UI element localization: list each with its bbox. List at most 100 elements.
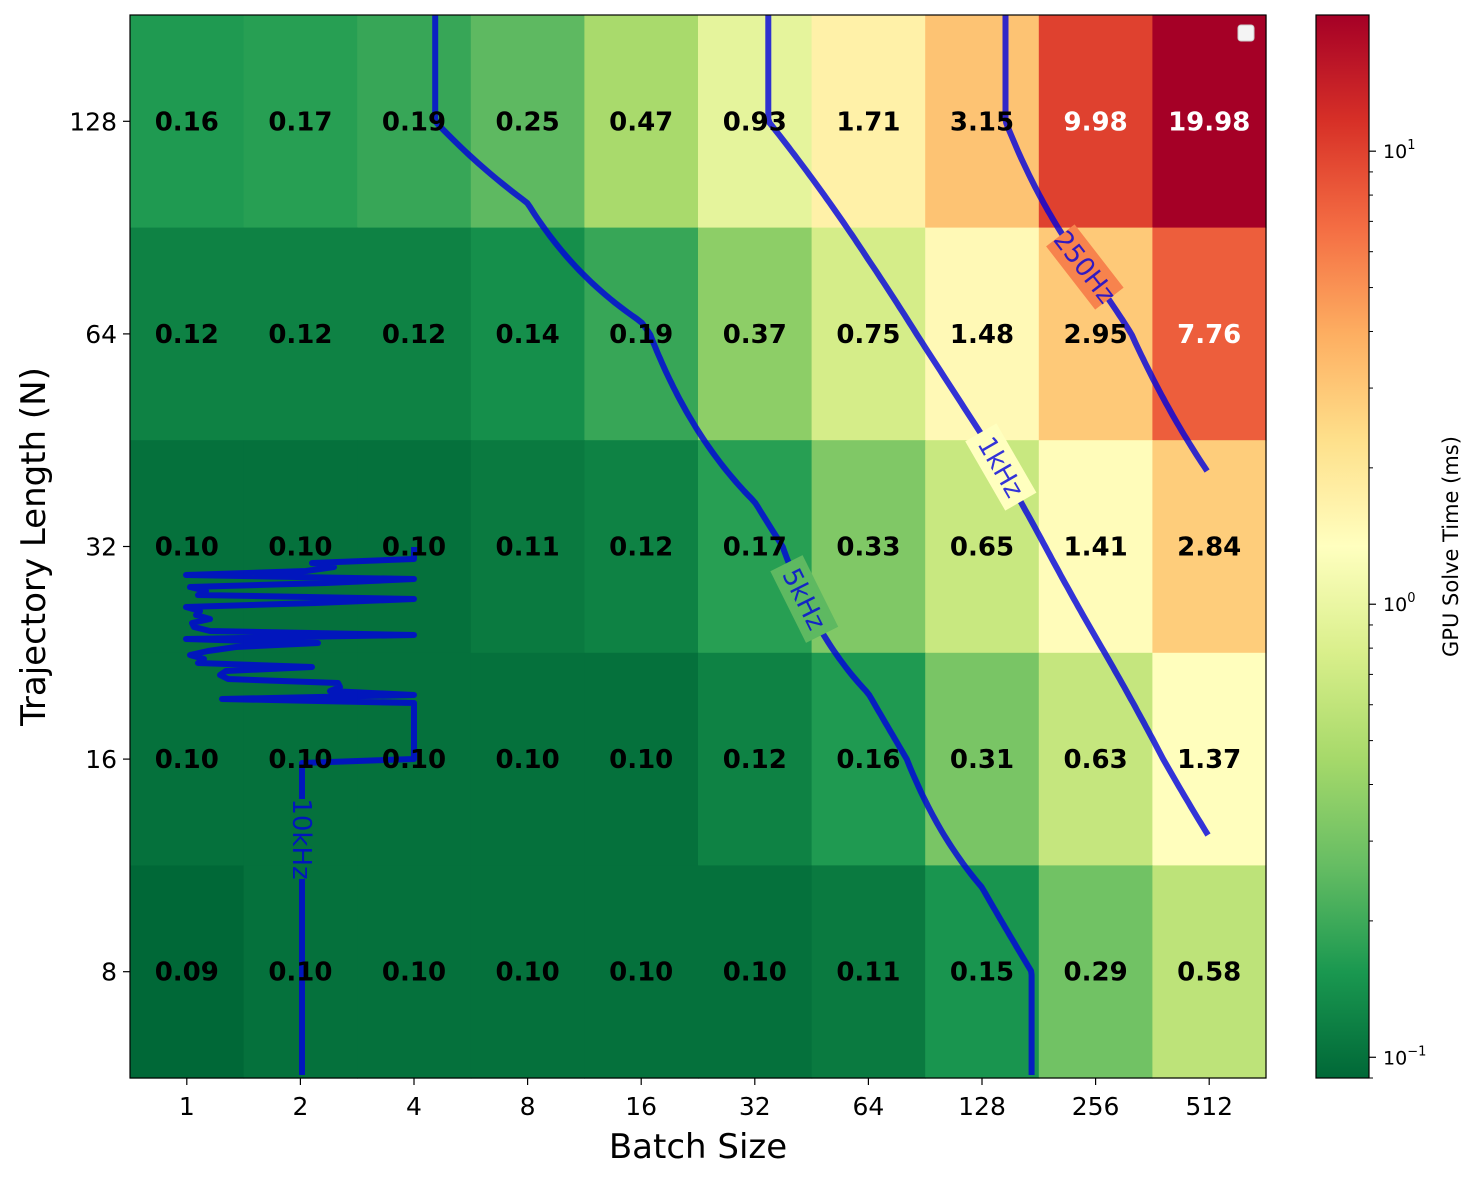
heatmap-cell: [357, 15, 472, 229]
x-tick-label: 16: [625, 1092, 657, 1121]
heatmap-cells: [130, 15, 1267, 1079]
cell-value-label: 0.37: [723, 320, 787, 350]
y-axis-ticks: 128 64 32 16 8: [69, 107, 130, 987]
cell-value-label: 0.12: [382, 320, 446, 350]
heatmap-cell: [811, 865, 926, 1079]
cell-value-label: 0.75: [836, 320, 900, 350]
cell-value-label: 0.93: [723, 107, 787, 137]
heatmap-cell: [1152, 440, 1267, 654]
colorbar-label: GPU Solve Time (ms): [1439, 436, 1463, 657]
heatmap-cell: [811, 15, 926, 229]
heatmap-cell: [243, 227, 358, 441]
cell-value-label: 1.71: [836, 107, 900, 137]
x-tick-label: 32: [739, 1092, 771, 1121]
heatmap-cell: [698, 865, 813, 1079]
heatmap-cell: [925, 15, 1040, 229]
cell-value-label: 0.10: [723, 958, 787, 988]
heatmap-cell: [698, 227, 813, 441]
cell-value-label: 0.16: [155, 107, 219, 137]
heatmap-cell: [130, 227, 245, 441]
heatmap-cell: [698, 440, 813, 654]
heatmap-cell: [130, 652, 245, 866]
cell-value-label: 0.14: [496, 320, 560, 350]
cell-value-label: 0.10: [155, 533, 219, 563]
contour-label-gap: [770, 555, 839, 643]
heatmap-cell: [357, 440, 472, 654]
cell-value-label: 0.10: [382, 745, 446, 775]
cell-value-label: 0.17: [723, 533, 787, 563]
x-tick-label: 8: [520, 1092, 536, 1121]
cell-value-label: 0.58: [1177, 958, 1241, 988]
cell-value-label: 0.19: [382, 107, 446, 137]
cell-value-label: 19.98: [1168, 107, 1250, 137]
cell-value-label: 0.11: [496, 533, 560, 563]
x-tick-label: 512: [1185, 1092, 1233, 1121]
heatmap-cell: [698, 15, 813, 229]
x-axis-ticks: 1 2 4 8 16 32 64 128 256 512: [179, 1078, 1233, 1121]
colorbar-tick-exponent: 0: [1407, 591, 1415, 606]
cell-value-label: 0.10: [609, 958, 673, 988]
cell-value-label: 0.63: [1064, 745, 1128, 775]
cell-value-label: 0.10: [268, 533, 332, 563]
colorbar: [1315, 14, 1370, 1079]
cell-value-label: 0.10: [496, 958, 560, 988]
heatmap-cell: [243, 440, 358, 654]
y-axis-label: Trajectory Length (N): [14, 367, 54, 727]
cell-value-label: 0.12: [268, 320, 332, 350]
heatmap-cell: [698, 652, 813, 866]
heatmap-cell: [584, 652, 699, 866]
heatmap-cell: [130, 440, 245, 654]
heatmap-cell: [470, 15, 585, 229]
heatmap-cell: [470, 440, 585, 654]
contour-label-gap: [965, 423, 1037, 511]
y-tick-label: 32: [85, 533, 117, 562]
heatmap-cell: [1152, 652, 1267, 866]
heatmap-cell: [243, 15, 358, 229]
x-tick-label: 128: [958, 1092, 1006, 1121]
cell-value-label: 0.10: [382, 958, 446, 988]
heatmap-cell: [584, 865, 699, 1079]
cell-value-label: 0.31: [950, 745, 1014, 775]
heatmap-cell: [1152, 227, 1267, 441]
x-tick-label: 2: [292, 1092, 308, 1121]
heatmap-cell: [1038, 440, 1153, 654]
heatmap-cell: [1038, 652, 1153, 866]
cell-value-label: 2.95: [1064, 320, 1128, 350]
x-tick-label: 1: [179, 1092, 195, 1121]
cell-value-label: 0.10: [609, 745, 673, 775]
cell-value-label: 0.10: [268, 745, 332, 775]
cell-value-label: 0.29: [1064, 958, 1128, 988]
cell-value-label: 1.37: [1177, 745, 1241, 775]
y-tick-label: 16: [85, 745, 117, 774]
heatmap-cell: [1152, 15, 1267, 229]
cell-value-label: 1.48: [950, 320, 1014, 350]
cell-value-label: 7.76: [1177, 320, 1241, 350]
heatmap-cell: [1152, 865, 1267, 1079]
cell-value-label: 0.09: [155, 958, 219, 988]
cell-value-label: 0.10: [496, 745, 560, 775]
cell-value-label: 0.65: [950, 533, 1014, 563]
heatmap-cell: [1038, 15, 1153, 229]
legend-box: [1237, 24, 1255, 42]
y-tick-label: 8: [101, 958, 117, 987]
y-tick-label: 64: [85, 320, 117, 349]
cell-value-label: 0.19: [609, 320, 673, 350]
cell-value-label: 0.10: [155, 745, 219, 775]
cell-value-label: 0.11: [836, 958, 900, 988]
heatmap-cell: [357, 227, 472, 441]
x-tick-label: 64: [852, 1092, 884, 1121]
contour-label: 10kHz: [286, 798, 316, 879]
cell-value-label: 0.12: [609, 533, 673, 563]
x-tick-label: 4: [406, 1092, 422, 1121]
heatmap-cell: [470, 865, 585, 1079]
x-tick-label: 256: [1072, 1092, 1120, 1121]
cell-value-label: 0.10: [382, 533, 446, 563]
colorbar-tick-exponent: −1: [1407, 1044, 1426, 1059]
heatmap-cell: [584, 440, 699, 654]
cell-value-label: 0.12: [155, 320, 219, 350]
heatmap-cell: [925, 865, 1040, 1079]
cell-value-labels: 0.16 0.17 0.19 0.25 0.47 0.93 1.71 3.15 9.98 19.9…: [155, 107, 1251, 987]
